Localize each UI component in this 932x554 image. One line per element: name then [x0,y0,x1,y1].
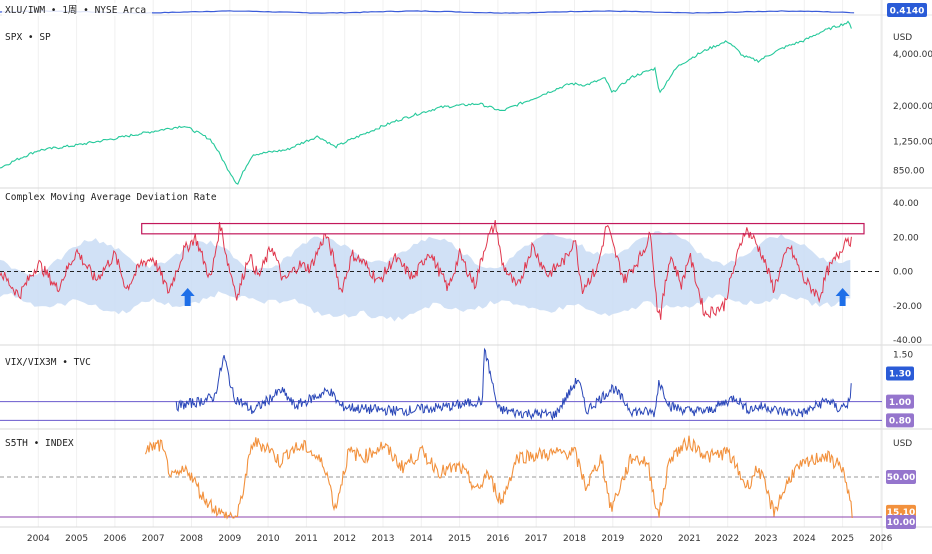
time-axis[interactable]: 2004 2005 2006 2007 2008 2009 2010 2011 2012 2013… [27,534,893,544]
x-tick-2024: 2024 [793,534,816,544]
spx-y-tick-0: 850.00 [893,166,925,176]
vix-last-tag-text: 1.30 [889,370,911,380]
s5th-ref2-tag-text: 10.00 [887,518,915,528]
cma-signal-arrows [180,288,850,306]
vix-ref2-tag [886,413,914,428]
ratio-title: XLU/IWM • 1周 • NYSE Arca [5,5,146,16]
x-tick-2025: 2025 [831,534,854,544]
x-tick-2006: 2006 [103,534,126,544]
s5th-series-line [144,435,853,520]
cma-y-tick-1: 20.00 [893,233,919,243]
ratio-panel: XLU/IWM • 1周 • NYSE Arca 0.4140 [0,3,927,17]
up-arrow-icon-2 [835,288,850,306]
spx-y-tick-1: 1,250.00 [893,137,932,147]
x-tick-2011: 2011 [295,534,318,544]
cma-series-line [0,220,852,320]
cma-y-axis: 40.00 20.00 0.00 -20.00 -40.00 [893,199,922,346]
spx-y-tick-2: 2,000.00 [893,102,932,112]
cma-y-tick-3: -20.00 [893,302,922,312]
up-arrow-icon-1 [180,288,195,306]
x-tick-2017: 2017 [525,534,548,544]
s5th-ref1-tag-text: 50.00 [887,473,915,483]
s5th-title: S5TH • INDEX [5,438,74,449]
x-tick-2016: 2016 [486,534,509,544]
spx-currency-label: USD [893,33,912,43]
vix-last-tag [886,366,914,381]
x-tick-2021: 2021 [678,534,701,544]
vix-ref2-tag-text: 0.80 [889,417,911,427]
vix-panel: VIX/VIX3M • TVC 1.50 1.30 1.00 0.80 [0,347,914,428]
s5th-currency-label: USD [893,439,912,449]
vix-y-axis: 1.50 [893,351,913,361]
ratio-last-tag-text: 0.4140 [890,7,925,17]
x-tick-2013: 2013 [372,534,395,544]
x-tick-2020: 2020 [640,534,663,544]
s5th-panel: S5TH • INDEX USD 50.00 15.10 10.00 [0,435,916,529]
x-tick-2012: 2012 [333,534,356,544]
x-tick-2004: 2004 [27,534,50,544]
spx-panel: SPX • SP USD 850.00 1,250.00 2,000.00 4,000… [0,20,932,185]
vix-series-line [175,347,852,421]
s5th-last-tag-text: 15.10 [887,508,915,518]
spx-series-line [0,20,852,185]
s5th-ref2-tag [886,515,916,529]
vix-ref1-tag [886,394,914,409]
x-tick-2026: 2026 [869,534,892,544]
cma-y-tick-2: 0.00 [893,268,913,278]
vix-ref1-tag-text: 1.00 [889,398,911,408]
x-tick-2007: 2007 [142,534,165,544]
x-tick-2014: 2014 [410,534,433,544]
x-tick-2019: 2019 [601,534,624,544]
cma-envelope-band [0,231,851,322]
vix-y-tick-0: 1.50 [893,351,913,361]
spx-y-axis: 850.00 1,250.00 2,000.00 4,000.00 [893,50,932,176]
cma-y-tick-0: 40.00 [893,199,919,209]
ratio-title-bg [2,3,152,16]
cma-panel: Complex Moving Average Deviation Rate 40… [0,192,922,346]
cma-y-tick-4: -40.00 [893,336,922,346]
spx-y-tick-3: 4,000.00 [893,50,932,60]
x-tick-2008: 2008 [180,534,203,544]
x-tick-2018: 2018 [563,534,586,544]
x-tick-2023: 2023 [755,534,778,544]
x-tick-2022: 2022 [716,534,739,544]
x-tick-2010: 2010 [257,534,280,544]
x-tick-2005: 2005 [65,534,88,544]
cma-highlight-box [141,222,865,235]
s5th-ref1-tag [886,470,916,484]
ratio-last-tag [887,3,927,17]
x-tick-2015: 2015 [448,534,471,544]
x-tick-2009: 2009 [218,534,241,544]
cma-title: Complex Moving Average Deviation Rate [5,192,217,203]
spx-title: SPX • SP [5,32,51,43]
vix-title: VIX/VIX3M • TVC [5,357,91,368]
